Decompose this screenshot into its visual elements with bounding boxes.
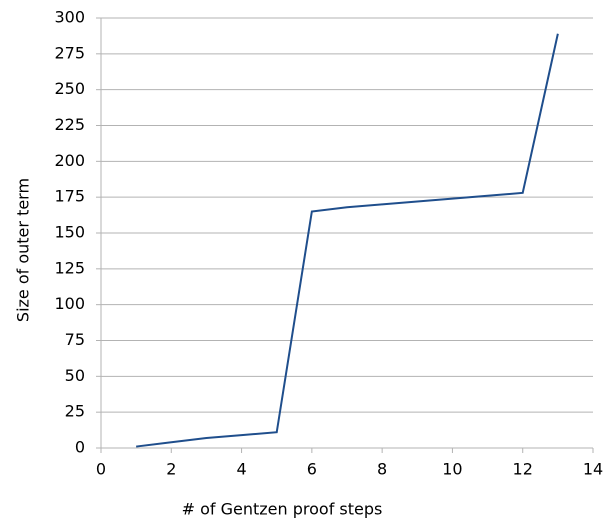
- line-series: [136, 33, 559, 448]
- y-tick-label: 200: [54, 151, 85, 170]
- x-axis-title: # of Gentzen proof steps: [182, 500, 383, 519]
- x-tick-label: 4: [236, 460, 246, 479]
- y-axis-title: Size of outer term: [14, 178, 33, 322]
- y-tick-label: 300: [54, 8, 85, 27]
- x-tick-label: 2: [166, 460, 176, 479]
- x-tick-label: 6: [307, 460, 317, 479]
- x-tick-label: 8: [377, 460, 387, 479]
- y-tick-label: 275: [54, 43, 85, 62]
- y-tick-label: 0: [75, 438, 85, 457]
- y-tick-label: 125: [54, 258, 85, 277]
- y-tick-label: 150: [54, 223, 85, 242]
- y-tick-label: 175: [54, 187, 85, 206]
- y-tick-label: 50: [65, 366, 85, 385]
- y-tick-label: 75: [65, 330, 85, 349]
- x-tick-label: 10: [442, 460, 462, 479]
- y-tick-label: 100: [54, 294, 85, 313]
- y-tick-label: 25: [65, 402, 85, 421]
- x-tick-label: 12: [513, 460, 533, 479]
- x-tick-label: 0: [96, 460, 106, 479]
- y-tick-label: 250: [54, 79, 85, 98]
- y-tick-label: 225: [54, 115, 85, 134]
- x-tick-label: 14: [583, 460, 603, 479]
